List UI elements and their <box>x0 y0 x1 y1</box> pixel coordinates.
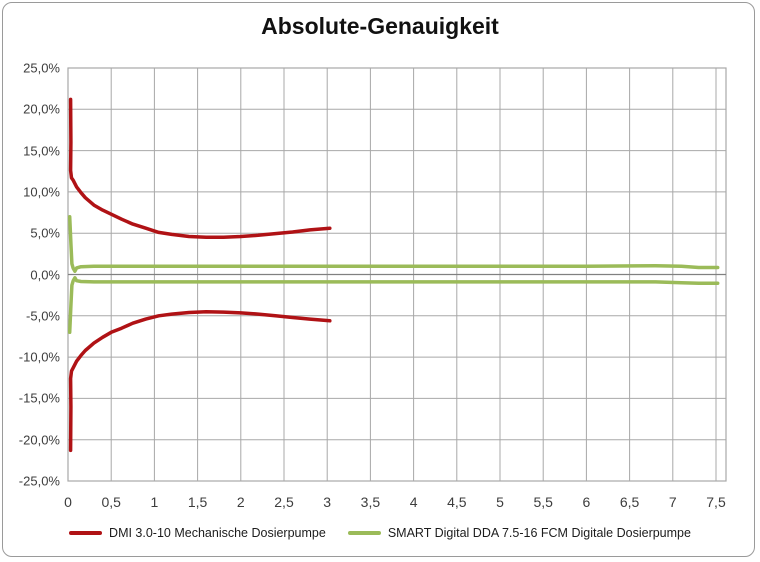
y-tick-label: 5,0% <box>30 225 60 241</box>
chart-title: Absolute-Genauigkeit <box>261 13 499 39</box>
legend-item-smart: SMART Digital DDA 7.5-16 FCM Digitale Do… <box>347 526 691 540</box>
y-tick-label: 25,0% <box>23 60 60 76</box>
x-tick-label: 2 <box>236 494 245 510</box>
x-tick-label: 5 <box>496 494 504 510</box>
y-tick-label: 0,0% <box>30 267 60 282</box>
x-tick-label: 7 <box>668 494 677 510</box>
x-tick-label: 6,5 <box>619 494 640 510</box>
x-tick-label: 3 <box>323 494 332 510</box>
series-line-lower <box>68 309 332 453</box>
series-line-upper <box>68 97 332 240</box>
legend-item-dmi: DMI 3.0-10 Mechanische Dosierpumpe <box>69 526 326 540</box>
x-tick-label: 5,5 <box>533 494 553 510</box>
x-tick-label: 1 <box>150 494 159 510</box>
y-tick-label: -10,0% <box>18 349 60 365</box>
y-tick-label: 20,0% <box>23 101 60 117</box>
x-tick-label: 0,5 <box>101 494 121 510</box>
x-tick-label: 1,5 <box>187 494 208 510</box>
legend-line-swatch-smart <box>347 531 381 535</box>
y-tick-label: -20,0% <box>18 432 60 448</box>
y-tick-label: -15,0% <box>18 390 60 406</box>
y-tick-label: 10,0% <box>23 184 60 200</box>
y-tick-label: -5,0% <box>26 308 60 324</box>
series-line-upper <box>67 214 720 273</box>
x-tick-label: 4 <box>409 494 418 510</box>
series-line-lower <box>67 276 720 335</box>
x-tick-label: 2,5 <box>274 494 294 510</box>
legend-line-swatch-dmi <box>69 531 103 535</box>
legend: DMI 3.0-10 Mechanische Dosierpumpe SMART… <box>0 526 760 540</box>
x-tick-label: 7,5 <box>706 494 726 510</box>
legend-label-dmi: DMI 3.0-10 Mechanische Dosierpumpe <box>109 526 326 540</box>
y-tick-label: -25,0% <box>18 473 60 489</box>
x-tick-label: 4,5 <box>447 494 467 510</box>
y-tick-label: 15,0% <box>23 143 60 159</box>
x-tick-label: 0 <box>64 494 72 510</box>
x-tick-label: 3,5 <box>360 494 381 510</box>
x-tick-label: 6 <box>582 494 591 510</box>
legend-label-smart: SMART Digital DDA 7.5-16 FCM Digitale Do… <box>387 526 691 540</box>
